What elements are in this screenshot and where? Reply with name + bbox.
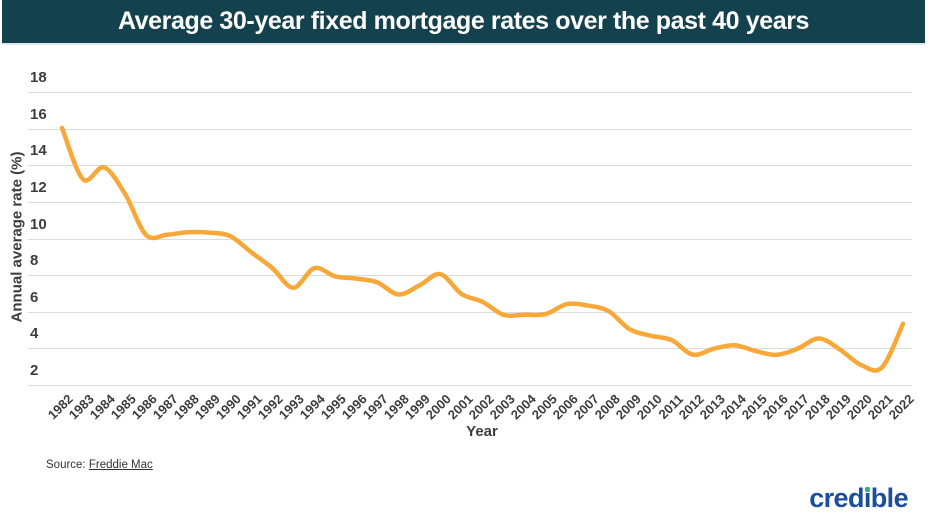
credible-logo: credıble (809, 485, 908, 512)
source-note: Source: Freddie Mac (46, 459, 153, 471)
logo-text-part1: cred (809, 483, 864, 513)
gridline (28, 311, 912, 313)
y-tick-label: 16 (30, 105, 47, 123)
y-tick-label: 18 (30, 69, 47, 86)
page-title: Average 30-year fixed mortgage rates ove… (117, 7, 810, 35)
logo-text-part2: ble (870, 483, 909, 513)
source-label: Source: (46, 459, 86, 471)
y-axis-title: Annual average rate (%) (8, 151, 26, 323)
y-tick-label: 2 (30, 362, 39, 379)
gridline (28, 275, 912, 277)
gridline (28, 128, 912, 130)
y-tick-label: 10 (30, 215, 47, 233)
source-link[interactable]: Freddie Mac (88, 459, 153, 471)
y-tick-label: 8 (30, 252, 39, 270)
header-bar: Average 30-year fixed mortgage rates ove… (2, 0, 925, 45)
gridline (28, 238, 912, 240)
y-tick-label: 4 (30, 325, 39, 343)
y-tick-label: 14 (30, 142, 47, 160)
gridline (28, 385, 912, 386)
x-axis-title: Year (466, 423, 498, 440)
gridline (28, 201, 912, 203)
logo-i-with-green-dot: ı (863, 483, 871, 513)
mortgage-rate-chart: Annual average rate (%) 2 4 6 8 10 12 14 16 18 1… (0, 46, 931, 456)
gridline (28, 165, 912, 167)
y-tick-label: 6 (30, 288, 39, 306)
gridline (28, 92, 912, 93)
mortgage-rate-line (59, 125, 906, 373)
y-tick-label: 12 (30, 178, 47, 196)
gridline (28, 348, 912, 350)
